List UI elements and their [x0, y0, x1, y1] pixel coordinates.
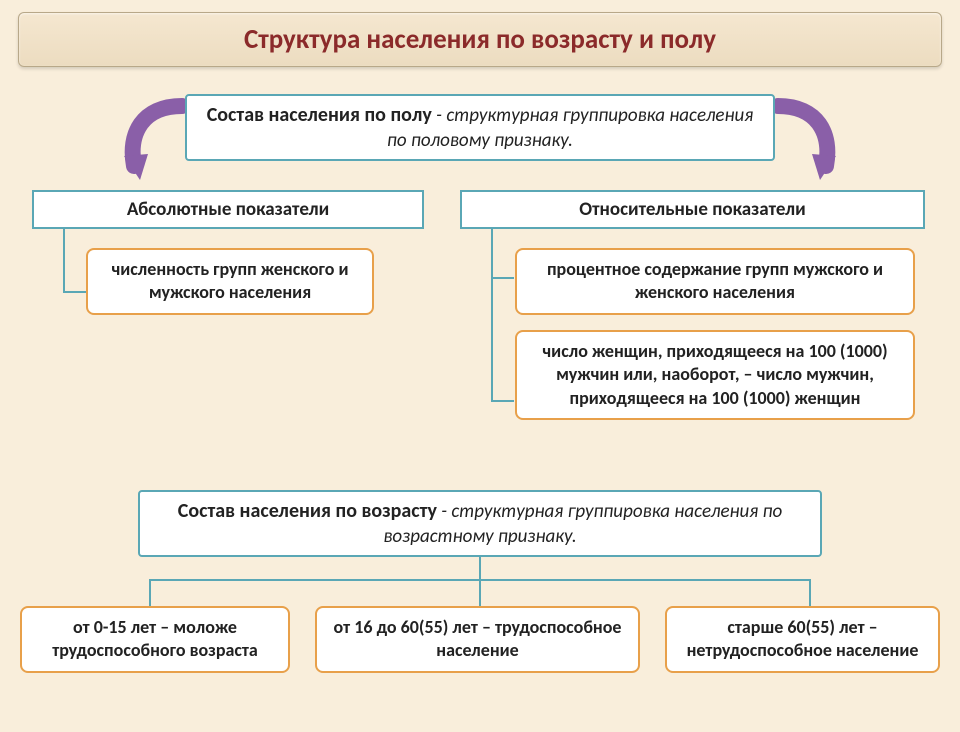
connector	[809, 579, 811, 607]
col-relative: Относительные показатели	[460, 190, 925, 229]
arrow-right-icon	[768, 94, 838, 184]
connector	[63, 227, 65, 292]
connector	[491, 277, 514, 279]
col-absolute: Абсолютные показатели	[32, 190, 424, 229]
connector	[479, 556, 481, 580]
connector	[479, 579, 481, 607]
def1-bold: Состав населения по полу	[207, 103, 432, 127]
relative-item-1: процентное содержание групп мужского и ж…	[515, 248, 915, 315]
page-header: Структура населения по возрасту и полу	[18, 12, 942, 67]
definition-gender: Состав населения по полу - структурная г…	[185, 94, 775, 161]
age-item-1: от 0-15 лет – моложе трудоспособного воз…	[20, 606, 290, 673]
absolute-item-1: численность групп женского и мужского на…	[86, 248, 374, 315]
connector	[491, 227, 493, 402]
def1-sep: -	[432, 104, 446, 127]
connector	[149, 579, 151, 607]
page-title: Структура населения по возрасту и полу	[244, 23, 716, 56]
connector	[491, 400, 514, 402]
connector	[63, 291, 86, 293]
relative-item-2: число женщин, приходящееся на 100 (1000)…	[515, 330, 915, 420]
definition-age: Состав населения по возрасту - структурн…	[138, 490, 822, 557]
def2-sep: -	[437, 500, 451, 523]
age-item-2: от 16 до 60(55) лет – трудоспособное нас…	[315, 606, 640, 673]
def2-bold: Состав населения по возрасту	[178, 499, 437, 523]
arrow-left-icon	[122, 94, 192, 184]
age-item-3: старше 60(55) лет – нетрудоспособное нас…	[665, 606, 940, 673]
